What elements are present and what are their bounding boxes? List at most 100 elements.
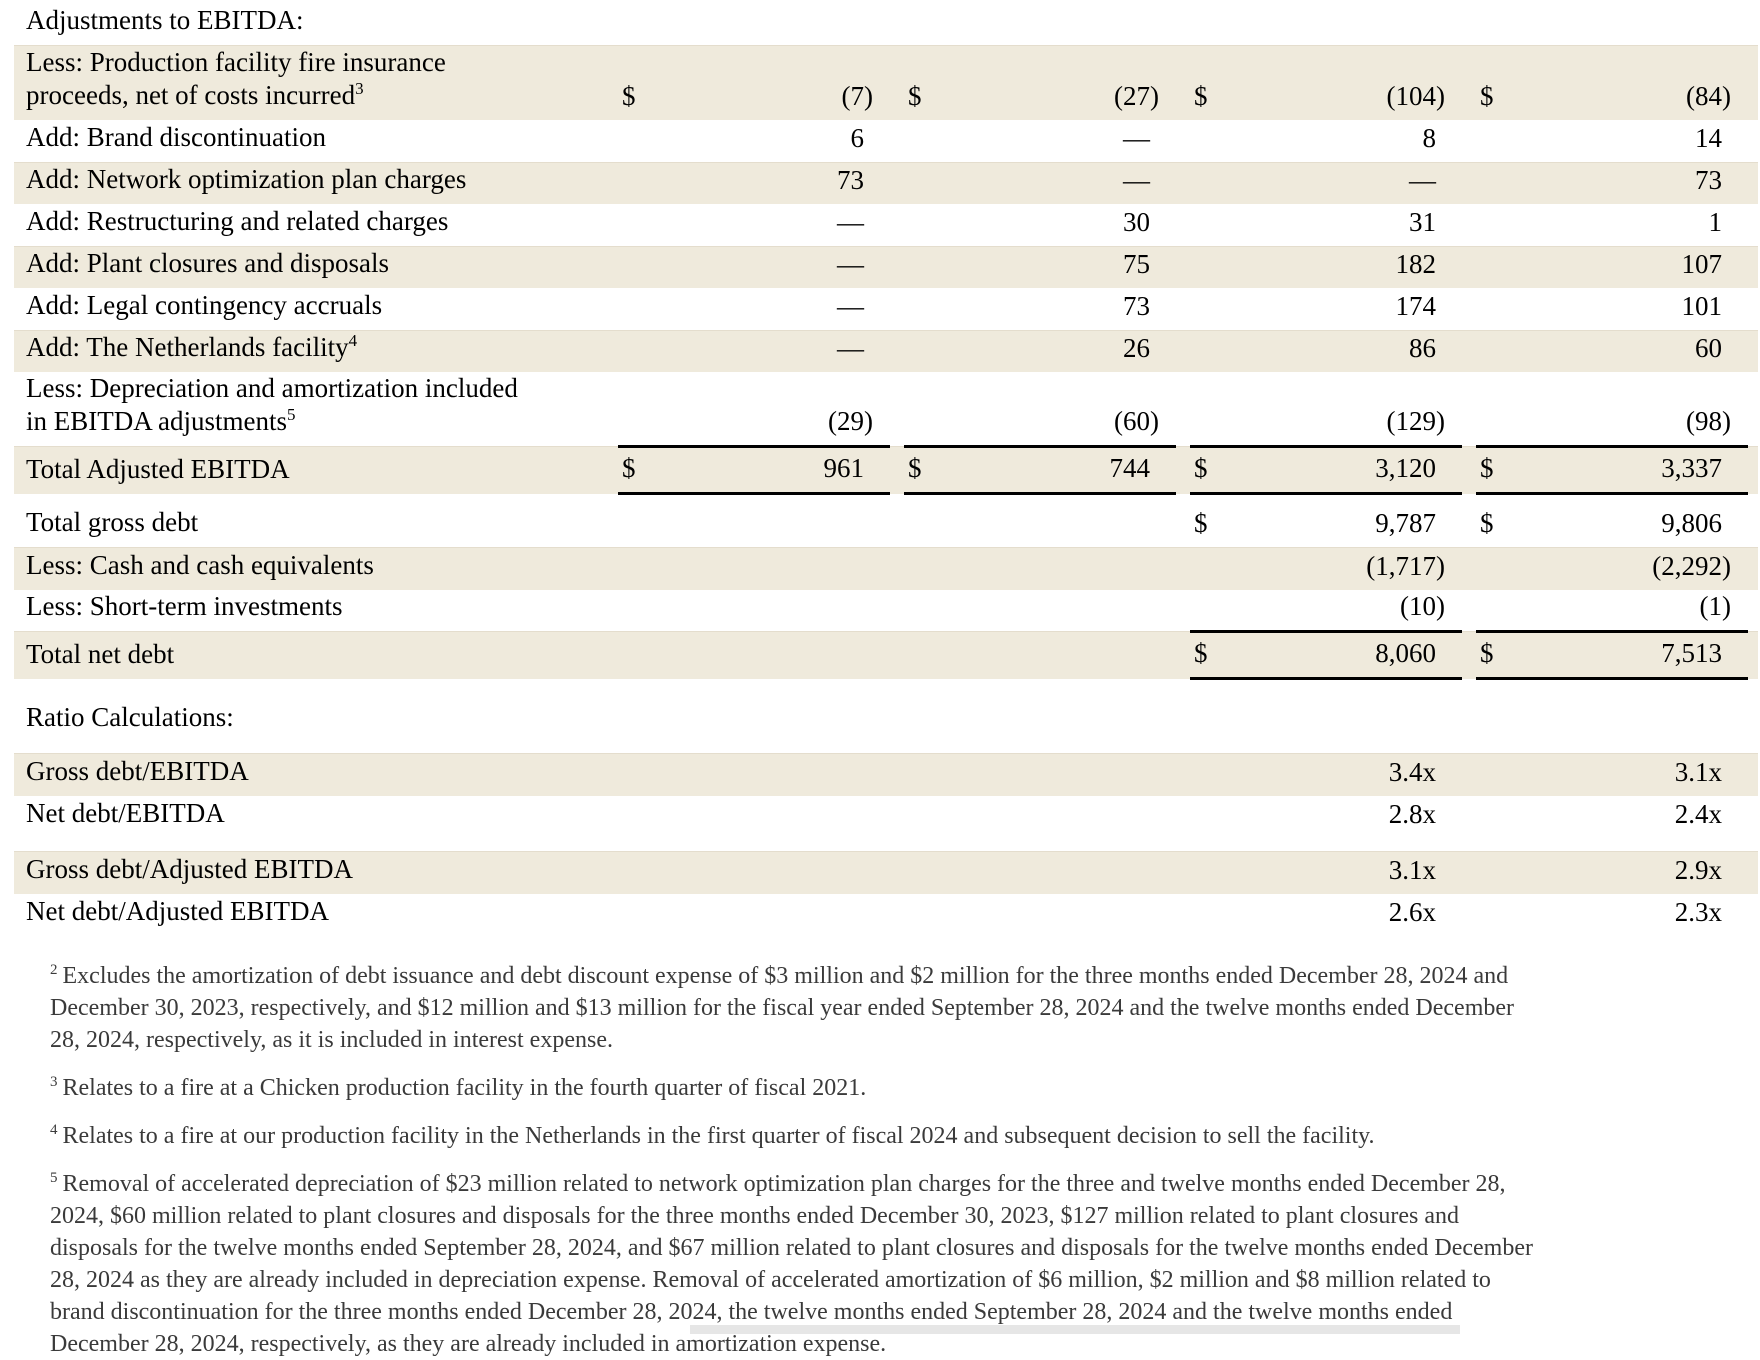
column-spacer [1462,631,1476,679]
column-spacer [1176,161,1190,204]
row-label: Total gross debt [14,506,618,548]
footnote-4-text: Relates to a fire at our production faci… [62,1122,1375,1149]
dollar-sign-cell [1476,547,1514,590]
column-spacer [890,894,904,936]
value-cell [942,590,1176,632]
table-row: Add: Network optimization plan charges 73… [14,161,1759,204]
row-label-text: Add: Plant closures and disposals [26,248,389,278]
column-spacer [1176,204,1190,246]
dollar-sign-cell [904,161,942,204]
dollar-sign-cell [904,329,942,372]
column-spacer [890,851,904,894]
right-pad [1748,372,1758,447]
dollar-sign-cell [1476,894,1514,936]
column-spacer [1176,446,1190,494]
value-cell: 3.1x [1228,851,1462,894]
value-cell [656,506,890,548]
dollar-sign-cell [1476,329,1514,372]
right-pad [1748,894,1758,936]
value-cell: 73 [656,161,890,204]
row-label-text: Add: Legal contingency accruals [26,289,383,320]
dollar-sign-cell: $ [1194,508,1208,538]
table-row: Less: Depreciation and amortization incl… [14,372,1758,447]
value-cell [942,753,1176,796]
column-spacer [1176,547,1190,590]
dollar-sign-cell [904,894,942,936]
table-row: Gross debt/EBITDA 3.4x 3.1x [14,753,1759,796]
value-cell: — [1123,122,1150,153]
row-label: Less: Short-term investments [14,590,618,632]
dollar-sign-cell [904,851,942,894]
column-spacer [1462,372,1476,447]
table-row: Gross debt/Adjusted EBITDA 3.1x 2.9x [14,851,1759,894]
value-cell: — [1228,161,1462,204]
right-pad [1748,446,1759,494]
value-cell: 7,513 [1514,630,1748,680]
dollar-sign-cell [618,506,656,548]
column-spacer [1176,851,1190,894]
value-cell [656,547,890,590]
dollar-sign-cell [618,851,656,894]
dollar-sign-cell [618,753,656,796]
row-label-text: Less: Short-term investments [26,591,343,621]
dollar-sign-cell [1190,329,1228,372]
value-cell: 6 [850,122,865,153]
dollar-sign-cell [1190,120,1228,162]
right-pad [1748,796,1758,838]
column-spacer [1462,547,1476,590]
column-spacer [1176,590,1190,632]
spacer-cell [14,742,1758,754]
column-spacer [1176,506,1190,548]
value-cell: 9,806 [1661,508,1722,538]
dollar-sign-cell [618,329,656,372]
right-pad [1748,245,1759,288]
value-cell: 174 [1395,290,1437,321]
dollar-sign-cell [904,288,942,330]
dollar-sign-cell [618,547,656,590]
value-cell: 107 [1514,245,1748,288]
value-cell: 3.1x [1514,753,1748,796]
dollar-sign-cell [1190,851,1228,894]
column-spacer [890,120,904,162]
table-row: Net debt/EBITDA 2.8x 2.4x [14,796,1758,838]
dollar-sign-cell [1190,161,1228,204]
value-cell [656,631,890,679]
dollar-sign-cell [1476,590,1514,632]
dollar-sign-cell [1190,894,1228,936]
dollar-sign-cell [618,161,656,204]
column-spacer [1462,796,1476,838]
horizontal-scrollbar-thumb[interactable] [690,1325,1460,1334]
right-pad [1748,506,1758,548]
column-spacer [1176,45,1190,120]
table-row: Less: Short-term investments (10) (1) [14,590,1758,632]
value-cell [942,894,1176,936]
spacer-row [14,742,1758,754]
value-cell: (2,292) [1514,547,1748,590]
column-spacer [890,372,904,447]
row-label: Net debt/EBITDA [14,796,618,838]
column-spacer [1176,631,1190,679]
row-label: Add: Legal contingency accruals [14,288,618,330]
value-cell: 9,787 [1375,508,1436,538]
value-cell: (104) [1228,45,1462,120]
value-cell: (60) [1114,406,1159,436]
value-cell: (98) [1686,406,1731,436]
value-cell: — [837,206,864,237]
footnote-2-text: Excludes the amortization of debt issuan… [50,962,1515,1053]
dollar-sign-cell [1476,372,1514,447]
dollar-sign-cell [618,894,656,936]
right-pad [1748,329,1759,372]
footnote-5-number: 5 [50,1169,58,1186]
value-cell: (1) [1699,591,1731,621]
right-pad [1748,753,1759,796]
table-row: Total net debt $8,060 $7,513 [14,630,1759,680]
section-header: Adjustments to EBITDA: [26,5,304,35]
row-label-text: Less: Production facility fire insurance [26,47,446,77]
footnote-3-text: Relates to a fire at a Chicken productio… [62,1074,867,1101]
dollar-sign-cell: $ [1476,630,1514,680]
value-cell: 744 [942,445,1176,495]
right-pad [1748,120,1758,162]
dollar-sign-cell [618,796,656,838]
value-cell: 2.8x [1388,798,1436,829]
dollar-sign-cell [904,204,942,246]
